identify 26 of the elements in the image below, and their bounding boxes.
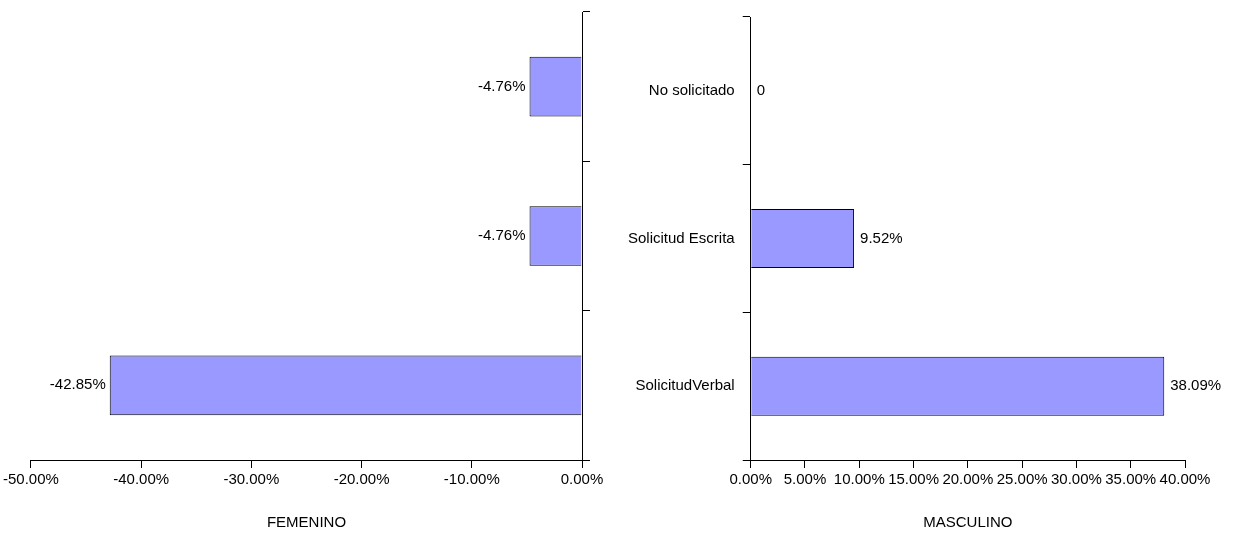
x-tick-label: 0.00% xyxy=(560,470,604,488)
x-tick-label: 0.00% xyxy=(729,470,772,488)
y-tick-label: SolicitudVerbal xyxy=(635,376,735,394)
x-tick-label: 10.00% xyxy=(833,470,885,488)
x-tick-label: 35.00% xyxy=(1105,470,1157,488)
data-label: 9.52% xyxy=(860,228,903,246)
x-tick-label: -10.00% xyxy=(443,470,500,488)
x-axis-title: FEMENINO xyxy=(266,513,347,531)
y-tick-label: No solicitado xyxy=(648,80,735,98)
x-tick-label: -40.00% xyxy=(113,470,170,488)
x-tick-label: 15.00% xyxy=(888,470,939,488)
x-tick-label: -20.00% xyxy=(333,470,390,488)
data-label: -4.76% xyxy=(478,76,526,94)
x-tick-label: 25.00% xyxy=(996,470,1048,488)
x-tick-label: 20.00% xyxy=(942,470,994,488)
x-tick-label: -50.00% xyxy=(3,470,59,488)
x-tick-label: 40.00% xyxy=(1159,470,1211,488)
x-tick-label: 30.00% xyxy=(1050,470,1102,488)
x-tick-label: 5.00% xyxy=(783,470,827,488)
y-tick-label: Solicitud Escrita xyxy=(627,228,736,246)
data-label: 38.09% xyxy=(1170,376,1222,394)
x-axis-title: MASCULINO xyxy=(923,513,1013,531)
x-tick-label: -30.00% xyxy=(223,470,280,488)
data-label: 0 xyxy=(756,80,766,98)
data-label: -4.76% xyxy=(478,226,526,244)
data-label: -42.85% xyxy=(49,375,106,393)
